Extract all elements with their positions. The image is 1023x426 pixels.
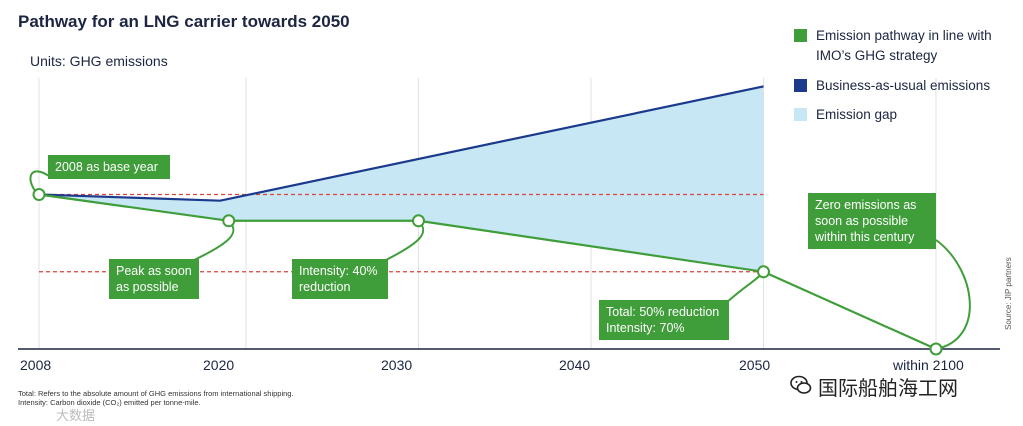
callout-base-year: 2008 as base year bbox=[48, 155, 170, 179]
source-label: Source: JIP partners bbox=[1004, 257, 1013, 330]
milestone-marker bbox=[32, 188, 46, 202]
watermark-left-text: 大数据 bbox=[56, 408, 96, 423]
legend-swatch-bau bbox=[794, 79, 807, 92]
connector-zero bbox=[935, 239, 971, 350]
x-tick-label: 2050 bbox=[739, 357, 771, 373]
wechat-icon bbox=[790, 375, 812, 394]
imo-pathway-line bbox=[38, 193, 764, 273]
legend-label-imo-pathway: Emission pathway in line with IMO’s GHG … bbox=[816, 28, 992, 63]
emission-gap-area bbox=[39, 86, 764, 272]
units-label: Units: GHG emissions bbox=[30, 53, 168, 69]
zero-emission-line bbox=[763, 270, 937, 351]
footnote-line: Intensity: Carbon dioxide (CO₂) emitted … bbox=[18, 398, 201, 407]
callout-peak: Peak as soon as possible bbox=[109, 259, 199, 299]
x-tick-label: 2020 bbox=[203, 357, 235, 373]
callout-zero: Zero emissions as soon as possible withi… bbox=[808, 193, 936, 249]
chart-title: Pathway for an LNG carrier towards 2050 bbox=[18, 12, 350, 31]
milestone-marker bbox=[412, 214, 425, 228]
x-tick-label: within 2100 bbox=[893, 357, 964, 373]
callout-total: Total: 50% reduction Intensity: 70% bbox=[599, 300, 729, 340]
x-tick-label: 2008 bbox=[20, 357, 52, 373]
x-tick-label: 2030 bbox=[381, 357, 413, 373]
connector-total bbox=[725, 271, 765, 304]
legend-label-bau: Business-as-usual emissions bbox=[816, 78, 991, 93]
milestone-marker bbox=[929, 342, 943, 356]
footnote-line: Total: Refers to the absolute amount of … bbox=[18, 389, 294, 398]
milestone-marker bbox=[222, 214, 236, 228]
bau-emissions-line bbox=[38, 85, 764, 202]
legend-swatch-emission-gap bbox=[794, 108, 807, 121]
legend-label-emission-gap: Emission gap bbox=[816, 107, 898, 122]
milestone-marker bbox=[757, 265, 770, 279]
callout-intensity: Intensity: 40% reduction bbox=[292, 259, 388, 299]
watermark-text: 国际船舶海工网 bbox=[818, 378, 958, 400]
legend-swatch-imo-pathway bbox=[794, 29, 807, 42]
x-tick-label: 2040 bbox=[559, 357, 591, 373]
